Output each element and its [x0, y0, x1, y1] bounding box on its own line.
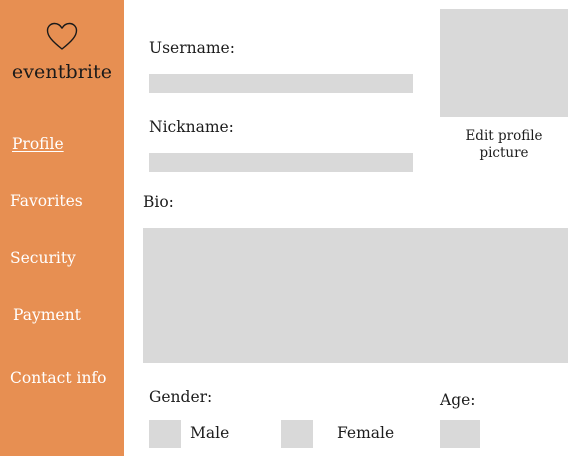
- gender-label: Gender:: [149, 388, 213, 406]
- gender-male-label: Male: [190, 424, 230, 442]
- gender-male-checkbox[interactable]: [149, 420, 181, 448]
- heart-icon: [46, 22, 78, 50]
- sidebar-item-security[interactable]: Security: [10, 249, 76, 267]
- sidebar-item-contact-info[interactable]: Contact info: [10, 369, 107, 387]
- profile-picture[interactable]: [440, 9, 568, 117]
- age-input[interactable]: [440, 420, 480, 448]
- nickname-label: Nickname:: [149, 118, 234, 136]
- sidebar-item-profile[interactable]: Profile: [12, 135, 64, 153]
- age-label: Age:: [440, 391, 476, 409]
- brand-name: eventbrite: [11, 61, 113, 83]
- gender-female-label: Female: [337, 424, 395, 442]
- username-input[interactable]: [149, 74, 413, 93]
- edit-profile-picture-link[interactable]: Edit profile picture: [465, 128, 543, 161]
- sidebar-item-favorites[interactable]: Favorites: [10, 192, 83, 210]
- bio-label: Bio:: [143, 193, 174, 211]
- sidebar: eventbrite Profile Favorites Security Pa…: [0, 0, 124, 456]
- gender-female-checkbox[interactable]: [281, 420, 313, 448]
- nickname-input[interactable]: [149, 153, 413, 172]
- bio-textarea[interactable]: [143, 228, 568, 363]
- username-label: Username:: [149, 39, 235, 57]
- sidebar-item-payment[interactable]: Payment: [13, 306, 81, 324]
